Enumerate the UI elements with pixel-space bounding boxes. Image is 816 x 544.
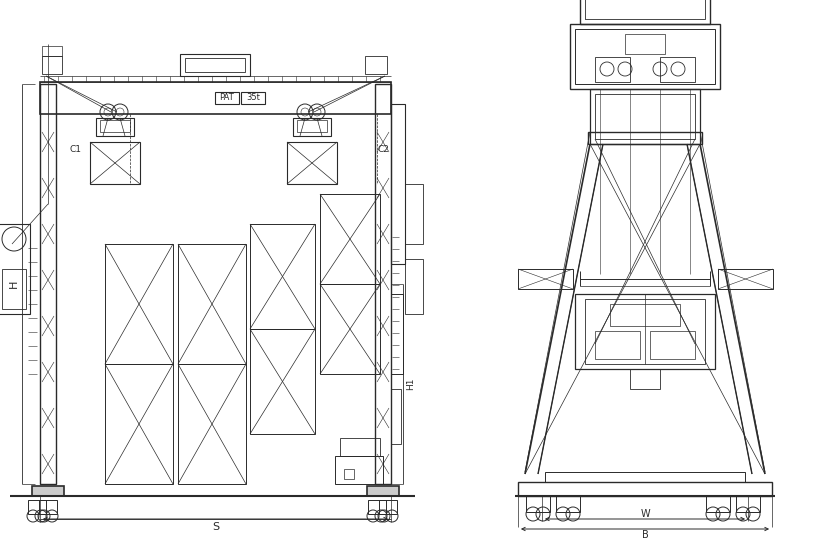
Text: H: H bbox=[9, 280, 19, 288]
Bar bbox=[575, 29, 715, 84]
Bar bbox=[180, 54, 250, 76]
Bar bbox=[105, 244, 173, 364]
Bar bbox=[105, 364, 173, 484]
Bar bbox=[625, 34, 665, 54]
Text: PAT: PAT bbox=[220, 94, 234, 102]
Bar bbox=[185, 58, 245, 72]
Bar bbox=[595, 331, 640, 359]
Bar bbox=[588, 132, 702, 144]
Text: B: B bbox=[641, 530, 649, 540]
Bar bbox=[42, 46, 62, 56]
Bar bbox=[545, 472, 745, 482]
Bar bbox=[0, 224, 30, 314]
Bar bbox=[250, 224, 315, 329]
Bar bbox=[287, 142, 337, 184]
Bar bbox=[335, 456, 383, 484]
Bar bbox=[368, 500, 386, 514]
Bar bbox=[518, 482, 772, 496]
Bar bbox=[660, 57, 695, 82]
Bar bbox=[595, 94, 695, 139]
Bar bbox=[2, 269, 26, 309]
Bar bbox=[580, 0, 710, 24]
Bar bbox=[595, 57, 630, 82]
Bar bbox=[375, 84, 391, 484]
Bar bbox=[585, 299, 705, 364]
Bar bbox=[250, 329, 315, 434]
Bar bbox=[178, 364, 246, 484]
Bar bbox=[610, 304, 680, 326]
Bar bbox=[570, 24, 720, 89]
Text: H1: H1 bbox=[406, 378, 415, 390]
Bar bbox=[526, 496, 550, 512]
Bar bbox=[28, 500, 46, 514]
Text: S: S bbox=[212, 522, 219, 532]
Bar bbox=[32, 486, 64, 496]
Text: C2: C2 bbox=[377, 145, 389, 153]
Bar bbox=[391, 389, 401, 444]
Bar bbox=[340, 438, 380, 456]
Bar bbox=[391, 104, 405, 264]
Bar bbox=[575, 294, 715, 369]
Text: C1: C1 bbox=[69, 145, 81, 153]
Bar bbox=[39, 500, 57, 514]
Bar bbox=[518, 269, 573, 289]
Bar bbox=[650, 331, 695, 359]
Bar bbox=[344, 469, 354, 479]
Bar bbox=[297, 120, 327, 132]
Text: W: W bbox=[641, 509, 650, 519]
Bar bbox=[365, 56, 387, 74]
Bar bbox=[178, 244, 246, 364]
Bar bbox=[40, 84, 56, 484]
Bar bbox=[367, 486, 399, 496]
Bar bbox=[241, 92, 265, 104]
Bar bbox=[90, 142, 140, 184]
Bar bbox=[585, 0, 705, 19]
Bar bbox=[293, 118, 331, 136]
Bar bbox=[405, 184, 423, 244]
Bar bbox=[718, 269, 773, 289]
Bar bbox=[630, 369, 660, 389]
Bar bbox=[40, 82, 391, 114]
Bar bbox=[391, 294, 403, 374]
Bar bbox=[96, 118, 134, 136]
Text: 35t: 35t bbox=[246, 94, 260, 102]
Bar bbox=[100, 120, 130, 132]
Bar bbox=[320, 284, 380, 374]
Bar bbox=[736, 496, 760, 512]
Bar bbox=[320, 194, 380, 284]
Bar bbox=[379, 500, 397, 514]
Bar bbox=[215, 92, 239, 104]
Bar bbox=[405, 259, 423, 314]
Bar bbox=[590, 89, 700, 144]
Bar bbox=[556, 496, 580, 512]
Bar bbox=[706, 496, 730, 512]
Bar bbox=[42, 56, 62, 74]
